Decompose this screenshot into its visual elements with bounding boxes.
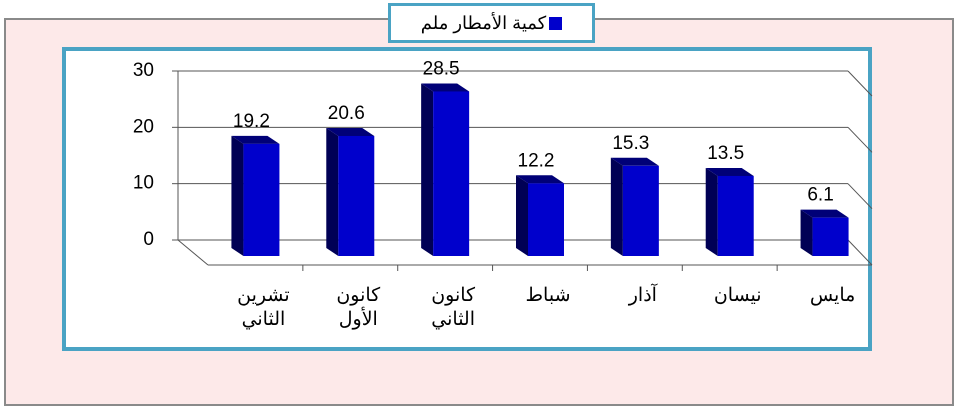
bar-top	[231, 135, 280, 144]
bar-top	[705, 167, 754, 176]
x-tick-label: كانون الأول	[336, 285, 381, 330]
bar-top	[800, 209, 849, 218]
x-tick-label: تشرين الثاني	[237, 285, 290, 330]
grid-line	[847, 70, 873, 97]
bar	[622, 165, 659, 256]
bar	[338, 135, 375, 256]
x-tick-label: آذار	[628, 285, 657, 306]
bar-side	[231, 135, 244, 256]
x-tick-label: مايس	[809, 285, 856, 306]
legend-key	[549, 16, 563, 30]
bar-top	[610, 157, 659, 166]
x-tick-label: كانون الثاني	[431, 285, 476, 330]
legend-label: كمية الأمطار ملم	[420, 12, 547, 33]
bar-side	[800, 209, 813, 256]
bar-side	[610, 157, 623, 256]
y-tick-label: 10	[133, 173, 154, 194]
value-label: 28.5	[423, 58, 460, 79]
y-tick-label: 30	[133, 60, 154, 81]
x-tick-label: شباط	[525, 285, 571, 306]
value-label: 15.3	[612, 133, 649, 154]
value-label: 12.2	[518, 150, 555, 171]
bar	[243, 143, 280, 256]
grid-line	[847, 183, 873, 210]
value-label: 13.5	[707, 143, 744, 164]
y-tick-label: 20	[133, 116, 154, 137]
bar-top	[326, 127, 375, 136]
bar-side	[326, 127, 339, 256]
bar	[433, 91, 470, 256]
grid-line	[847, 126, 873, 153]
grid-line	[847, 239, 873, 266]
bar	[528, 183, 564, 256]
bar-side	[421, 83, 434, 256]
value-label: 19.2	[233, 111, 270, 132]
bar	[812, 217, 849, 256]
floor-edge	[177, 239, 209, 266]
bar-top	[421, 83, 470, 92]
bar-side	[516, 175, 528, 256]
value-label: 6.1	[807, 185, 833, 206]
bar-top	[516, 175, 564, 184]
x-tick-label: نيسان	[713, 285, 762, 306]
bar-side	[705, 167, 718, 256]
value-label: 20.6	[328, 103, 365, 124]
legend: كمية الأمطار ملم	[388, 3, 595, 43]
bar	[717, 175, 754, 256]
y-tick-label: 0	[143, 229, 154, 250]
